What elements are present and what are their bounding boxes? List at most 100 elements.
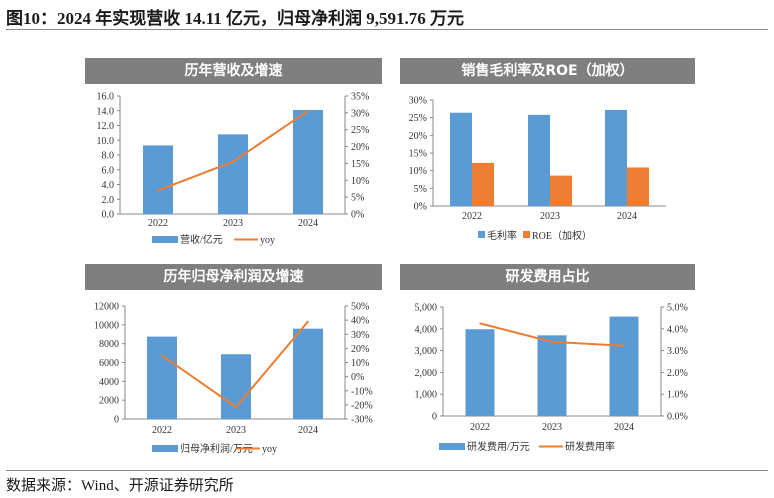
left-tick-label: 10000	[94, 320, 119, 331]
bar-2023	[221, 354, 251, 419]
left-tick-label: 5%	[414, 184, 427, 195]
legend-label: 研发费用/万元	[467, 440, 530, 453]
bar-2022	[450, 112, 472, 206]
line-point-2022	[161, 354, 163, 357]
x-tick-label: 2023	[226, 425, 246, 436]
bar-2024	[627, 167, 649, 206]
right-tick-label: 3.0%	[667, 346, 688, 357]
panel-header-margin-roe: 销售毛利率及ROE（加权）	[400, 58, 695, 84]
source-note: 数据来源：Wind、开源证券研究所	[6, 478, 234, 494]
x-tick-label: 2022	[462, 211, 482, 222]
right-tick-label: 4.0%	[667, 324, 688, 335]
left-tick-label: 8000	[99, 339, 119, 350]
bar-2023	[218, 134, 248, 214]
right-tick-label: -20%	[351, 400, 373, 411]
right-tick-label: 2.0%	[667, 368, 688, 379]
x-tick-label: 2023	[223, 218, 243, 229]
bar-2024	[605, 109, 627, 206]
legend-label: 毛利率	[487, 229, 517, 242]
legend-label: 营收/亿元	[180, 233, 223, 246]
left-tick-label: 2.0	[102, 195, 115, 206]
left-tick-label: 0	[432, 412, 437, 423]
left-tick-label: 6000	[99, 358, 119, 369]
left-tick-label: 2000	[99, 396, 119, 407]
x-tick-label: 2024	[614, 422, 634, 433]
left-tick-label: 25%	[409, 113, 427, 124]
left-tick-label: 16.0	[97, 92, 115, 103]
bar-2022	[465, 329, 495, 416]
legend-swatch	[152, 236, 178, 243]
left-tick-label: 1,000	[415, 390, 438, 401]
legend-swatch	[152, 445, 178, 452]
left-tick-label: 10.0	[97, 136, 115, 147]
panel-header-net-profit: 历年归母净利润及增速	[85, 264, 382, 290]
left-tick-label: 0	[114, 415, 119, 426]
legend-swatch	[523, 231, 530, 238]
right-tick-label: 40%	[351, 316, 369, 327]
line-point-2022	[157, 189, 159, 192]
left-tick-label: 0.0	[102, 210, 115, 221]
legend-swatch	[439, 443, 465, 450]
bar-2022	[143, 145, 173, 214]
left-tick-label: 6.0	[102, 165, 115, 176]
bar-2023	[537, 335, 567, 416]
right-tick-label: 50%	[351, 302, 369, 313]
left-tick-label: 0%	[414, 202, 427, 213]
left-tick-label: 20%	[409, 131, 427, 142]
left-tick-label: 4,000	[415, 324, 438, 335]
right-tick-label: 30%	[351, 108, 369, 119]
right-tick-label: 0%	[351, 210, 364, 221]
bar-2022	[147, 336, 177, 419]
x-tick-label: 2022	[148, 218, 168, 229]
x-tick-label: 2022	[470, 422, 490, 433]
x-tick-label: 2024	[298, 218, 318, 229]
x-tick-label: 2023	[540, 211, 560, 222]
legend-swatch	[478, 231, 485, 238]
right-tick-label: 5.0%	[667, 303, 688, 314]
line-point-2023	[232, 160, 234, 163]
left-tick-label: 30%	[409, 96, 427, 107]
left-tick-label: 8.0	[102, 151, 115, 162]
left-tick-label: 14.0	[97, 106, 115, 117]
bar-2024	[293, 109, 323, 214]
right-tick-label: -10%	[351, 386, 373, 397]
left-tick-label: 2,000	[415, 368, 438, 379]
right-tick-label: 0.0%	[667, 412, 688, 423]
panel-header-rd: 研发费用占比	[400, 264, 695, 290]
figure-title: 图10：2024 年实现营收 14.11 亿元，归母净利润 9,591.76 万…	[6, 9, 465, 28]
left-tick-label: 4.0	[102, 180, 115, 191]
bar-2022	[472, 162, 494, 206]
bar-2024	[293, 328, 323, 419]
source-divider	[6, 470, 768, 471]
left-tick-label: 5,000	[415, 303, 438, 314]
legend-label: yoy	[260, 235, 275, 246]
left-tick-label: 12000	[94, 302, 119, 313]
x-tick-label: 2022	[152, 425, 172, 436]
x-tick-label: 2024	[298, 425, 318, 436]
right-tick-label: 0%	[351, 372, 364, 383]
right-tick-label: 15%	[351, 159, 369, 170]
line-point-2023	[551, 341, 553, 343]
right-tick-label: -30%	[351, 415, 373, 426]
right-tick-label: 30%	[351, 330, 369, 341]
right-tick-label: 10%	[351, 176, 369, 187]
line-point-2024	[623, 345, 625, 347]
right-tick-label: 1.0%	[667, 390, 688, 401]
line-point-2023	[235, 406, 237, 408]
right-tick-label: 20%	[351, 142, 369, 153]
left-tick-label: 3,000	[415, 346, 438, 357]
left-tick-label: 10%	[409, 166, 427, 177]
left-tick-label: 12.0	[97, 121, 115, 132]
panel-header-revenue: 历年营收及增速	[85, 58, 382, 84]
legend-label: yoy	[262, 444, 277, 455]
legend-label: ROE（加权）	[532, 229, 592, 242]
right-tick-label: 25%	[351, 125, 369, 136]
line-point-2022	[479, 322, 481, 325]
right-tick-label: 20%	[351, 344, 369, 355]
line-point-2024	[307, 110, 309, 112]
title-divider	[6, 29, 768, 30]
line-point-2024	[307, 320, 309, 323]
bar-2023	[550, 175, 572, 206]
left-tick-label: 4000	[99, 377, 119, 388]
